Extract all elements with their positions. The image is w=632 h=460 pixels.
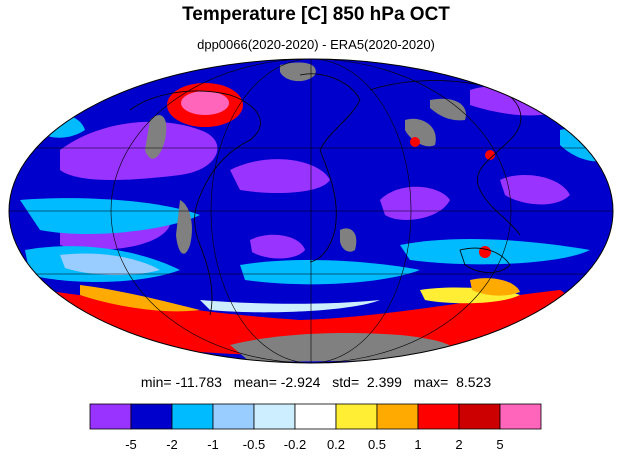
stat-std: std= 2.399 xyxy=(332,374,402,390)
anomaly-cyan-band xyxy=(240,260,420,285)
colorbar-tick-label: 0.5 xyxy=(368,437,386,452)
stat-mean: mean= -2.924 xyxy=(233,374,321,390)
colorbar-swatch xyxy=(253,403,296,430)
statistics-line: min= -11.783 mean= -2.924 std= 2.399 max… xyxy=(0,374,632,390)
colorbar-tick-label: -2 xyxy=(166,437,178,452)
anomaly-purple-region xyxy=(60,121,218,180)
anomaly-orange-band xyxy=(80,285,200,312)
colorbar-tick-label: 1 xyxy=(414,437,421,452)
colorbar-swatch xyxy=(335,403,378,430)
anomaly-red-band xyxy=(39,290,568,356)
anomaly-orange-patch xyxy=(470,278,520,296)
land-mask xyxy=(340,228,357,252)
map-border xyxy=(8,58,614,364)
anomaly-white-band xyxy=(200,300,380,313)
anomaly-red-spot xyxy=(479,246,491,258)
anomaly-pink-hotspot xyxy=(181,91,229,115)
anomaly-purple-region xyxy=(500,175,570,205)
colorbar-swatch xyxy=(376,403,419,430)
anomaly-cyan-band xyxy=(60,253,160,276)
colorbar-swatch xyxy=(212,403,255,430)
mollweide-map xyxy=(8,58,614,364)
colorbar-swatch xyxy=(89,403,132,430)
colorbar-tick-label: 2 xyxy=(455,437,462,452)
map-title: Temperature [C] 850 hPa OCT xyxy=(182,4,450,25)
anomaly-cyan-band xyxy=(400,238,590,265)
colorbar-swatch xyxy=(417,403,460,430)
colorbar-swatch xyxy=(294,403,337,430)
stat-min: min= -11.783 xyxy=(140,374,222,390)
colorbar-tick-label: -0.5 xyxy=(243,437,265,452)
map-subtitle: dpp0066(2020-2020) - ERA5(2020-2020) xyxy=(197,37,435,52)
colorbar-tick-label: -0.2 xyxy=(284,437,306,452)
land-mask xyxy=(405,118,436,147)
antarctica-land xyxy=(230,333,455,362)
colorbar-swatch xyxy=(171,403,214,430)
stat-max: max= 8.523 xyxy=(413,374,492,390)
anomaly-purple-region xyxy=(250,234,305,259)
colorbar-swatch xyxy=(499,403,542,430)
land-mask xyxy=(280,62,316,82)
colorbar-tick-label: -5 xyxy=(125,437,137,452)
land-mask xyxy=(176,200,192,254)
anomaly-red-spot xyxy=(410,137,420,147)
coastlines xyxy=(129,73,522,316)
colorbar-swatch xyxy=(130,403,173,430)
graticule xyxy=(9,59,613,363)
land-mask xyxy=(430,98,466,121)
colorbar-swatch xyxy=(458,403,501,430)
colorbar-tick-label: 0.2 xyxy=(327,437,345,452)
anomaly-cyan-band xyxy=(20,198,200,235)
anomaly-red-spot xyxy=(485,150,495,160)
anomaly-purple-region xyxy=(380,186,450,220)
colorbar-tick-label: 5 xyxy=(496,437,503,452)
anomaly-purple-region xyxy=(230,159,330,193)
colorbar-tick-label: -1 xyxy=(207,437,219,452)
